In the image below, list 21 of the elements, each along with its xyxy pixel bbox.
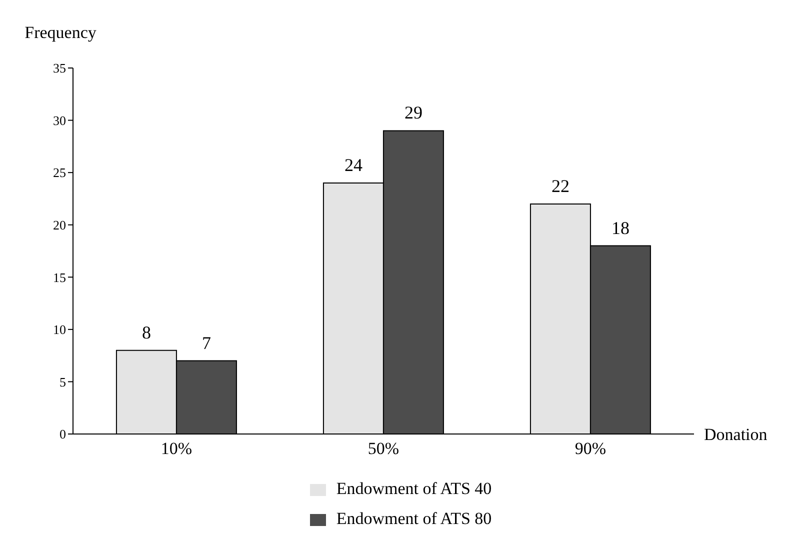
y-tick-label: 20: [53, 217, 66, 232]
x-axis-title: Donation: [704, 425, 768, 444]
y-tick-label: 0: [60, 426, 66, 442]
data-label: 24: [344, 155, 362, 176]
data-label: 22: [551, 176, 570, 196]
x-tick-label: 10%: [160, 439, 192, 458]
y-tick-label: 30: [53, 112, 66, 128]
y-tick-label: 35: [53, 60, 66, 76]
y-tick-label: 25: [53, 165, 66, 180]
y-tick-label: 10: [53, 322, 66, 338]
x-tick-label: 50%: [368, 439, 400, 458]
legend-label: Endowment of ATS 40: [336, 479, 492, 498]
data-label: 8: [142, 322, 151, 342]
x-tick-label: 90%: [574, 439, 606, 458]
y-tick-label: 15: [53, 270, 66, 285]
legend-label: Endowment of ATS 80: [336, 509, 492, 528]
data-label: 18: [611, 218, 630, 238]
data-label: 29: [404, 102, 422, 123]
data-label: 7: [202, 332, 211, 353]
y-tick-label: 5: [60, 374, 66, 390]
y-axis-title: Frequency: [24, 23, 97, 42]
